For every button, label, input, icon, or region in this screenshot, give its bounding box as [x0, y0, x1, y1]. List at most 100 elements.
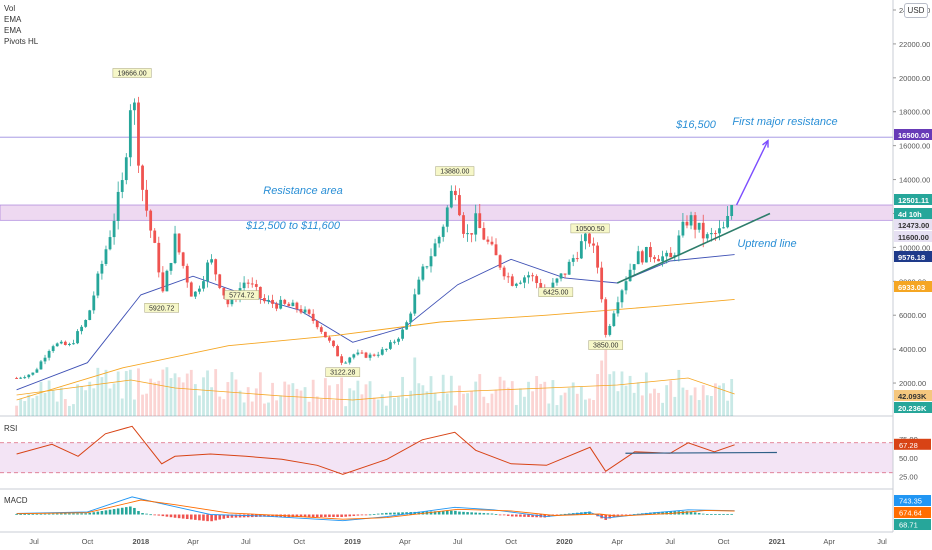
candle-body: [287, 303, 291, 307]
candle-body: [644, 246, 648, 263]
macd-histogram-bar: [210, 514, 213, 522]
candle-body: [31, 372, 35, 375]
macd-value-text: 674.64: [899, 509, 922, 518]
macd-signal-line: [16, 499, 735, 520]
volume-bar: [640, 395, 644, 416]
candle-body: [193, 291, 197, 297]
macd-histogram-bar: [238, 514, 242, 518]
volume-bar: [397, 396, 400, 416]
y-tick-label: 4000.00: [899, 345, 926, 354]
volume-bar: [267, 402, 270, 416]
candle-body: [323, 331, 327, 338]
volume-bar: [458, 385, 461, 416]
volume-bar: [181, 382, 185, 416]
legend-pivots-hl[interactable]: Pivots HL: [4, 37, 39, 46]
volume-bar: [364, 384, 368, 416]
uptrend-line: [616, 212, 771, 284]
volume-bar: [84, 390, 88, 416]
macd-histogram-bar: [336, 514, 339, 517]
macd-histogram-bar: [92, 512, 96, 515]
y-tick-label: 16000.00: [899, 142, 930, 151]
macd-histogram-bar: [454, 510, 457, 515]
rsi-tick-label: 25.00: [899, 473, 918, 482]
volume-bar: [116, 371, 120, 416]
macd-histogram-bar: [181, 514, 185, 519]
candle-body: [588, 233, 591, 244]
macd-histogram-bar: [39, 513, 43, 515]
macd-histogram-bar: [401, 512, 404, 515]
volume-bar: [206, 370, 209, 416]
candle-body: [63, 341, 67, 345]
candle-body: [636, 251, 640, 265]
candle-body: [429, 256, 433, 267]
macd-histogram-bar: [494, 514, 498, 515]
candle-body: [250, 283, 254, 285]
volume-bar: [730, 379, 734, 416]
macd-histogram-bar: [689, 511, 693, 515]
candle-body: [514, 283, 518, 286]
candle-body: [348, 357, 352, 363]
rsi-tick-label: 50.00: [899, 454, 918, 463]
macd-histogram-bar: [64, 513, 67, 515]
volume-bar: [68, 405, 71, 416]
volume-bar: [462, 393, 465, 416]
macd-histogram-bar: [169, 514, 173, 518]
rsi-value-tag: [894, 438, 931, 450]
candle-body: [669, 252, 673, 258]
candle-body: [624, 281, 628, 291]
legend-ema-slow[interactable]: EMA: [4, 26, 22, 35]
candle-body: [649, 246, 652, 258]
macd-histogram-bar: [120, 507, 124, 515]
macd-histogram-bar: [515, 514, 518, 517]
candle-body: [332, 340, 335, 347]
volume-bar: [238, 390, 242, 416]
currency-button[interactable]: USD: [904, 3, 928, 18]
candle-body: [608, 325, 612, 335]
candle-body: [681, 221, 685, 236]
macd-histogram-bar: [665, 511, 668, 515]
volume-bar: [291, 383, 295, 416]
price-tag-text: 20.236K: [898, 404, 927, 413]
price-tag-text: 12501.11: [898, 196, 929, 205]
candle-body: [173, 233, 177, 263]
legend-ema-fast[interactable]: EMA: [4, 15, 22, 24]
macd-histogram-bar: [417, 511, 421, 515]
candle-body: [653, 257, 656, 259]
macd-histogram-bar: [352, 514, 356, 516]
candle-body: [730, 204, 734, 216]
volume-bar: [470, 390, 474, 416]
macd-value-tag: [894, 507, 931, 518]
candle-body: [510, 276, 514, 286]
macd-histogram-bar: [531, 514, 534, 518]
candle-body: [161, 272, 165, 292]
x-tick-label: 2018: [132, 537, 149, 546]
volume-bar: [352, 390, 356, 416]
candle-body: [222, 287, 226, 296]
volume-bar: [336, 384, 339, 416]
pivot-label-text: 5774.72: [229, 293, 254, 300]
volume-bar: [628, 375, 632, 416]
macd-title[interactable]: MACD: [4, 496, 28, 505]
candle-body: [726, 215, 730, 228]
volume-bar: [421, 385, 425, 416]
candle-body: [596, 245, 599, 268]
candle-body: [181, 252, 185, 266]
pivot-label-box: [112, 68, 152, 78]
volume-bar: [514, 404, 518, 416]
volume-bar: [523, 396, 526, 416]
candle-body: [417, 279, 421, 295]
rsi-title[interactable]: RSI: [4, 424, 18, 433]
macd-histogram-bar: [604, 514, 608, 520]
volume-bar: [417, 383, 421, 416]
legend-vol[interactable]: Vol: [4, 4, 16, 13]
price-tag-text: 42.093K: [898, 392, 927, 401]
volume-bar: [63, 399, 67, 416]
candle-body: [295, 302, 299, 310]
volume-bar: [299, 390, 303, 416]
macd-histogram-bar: [368, 514, 372, 516]
macd-histogram-bar: [303, 514, 307, 518]
volume-bar: [701, 385, 705, 416]
volume-bar: [535, 376, 539, 416]
macd-histogram-bar: [157, 514, 161, 516]
